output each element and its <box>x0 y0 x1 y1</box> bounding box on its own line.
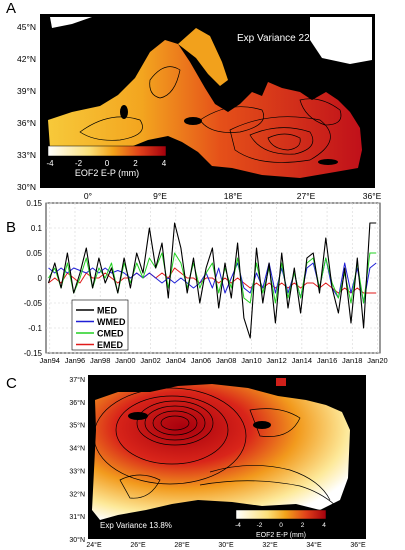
colorbar-c-tick-label: 0 <box>279 522 283 529</box>
colorbar-a <box>47 145 167 157</box>
map-c-y-tick-label: 32°N <box>69 490 85 498</box>
panel-letter-b: B <box>6 219 16 236</box>
panel-b: B 0.15 0.1 0.05 0 -0.05 -0.1 -0.15 Jan94 Jan96 J… <box>6 199 388 365</box>
x-tick-label: Jan02 <box>140 356 160 365</box>
map-c-y-tick-label: 33°N <box>69 467 85 475</box>
map-c-x-tick-label: 24°E <box>86 541 102 549</box>
map-c-y-tick-label: 34°N <box>69 445 85 453</box>
y-tick-label: 0 <box>38 274 43 283</box>
colorbar-a-label: EOF2 E-P (mm) <box>75 168 139 178</box>
x-tick-label: Jan12 <box>266 356 286 365</box>
map-a-x-tick-label: 18°E <box>224 191 243 201</box>
x-tick-label: Jan06 <box>191 356 211 365</box>
y-tick-label: -0.15 <box>24 349 43 358</box>
panel-a: A Exp Variance 22% -4 -2 0 2 4 EOF2 E-P (mm)… <box>6 0 382 201</box>
map-a-y-tick-label: 36°N <box>17 118 36 128</box>
colorbar-c-tick-label: 2 <box>301 522 305 529</box>
map-a-sea <box>48 40 362 178</box>
y-tick-label: -0.05 <box>24 299 43 308</box>
x-tick-label: Jan98 <box>90 356 110 365</box>
colorbar-a-tick-label: 0 <box>105 159 110 168</box>
map-a-island <box>318 159 338 165</box>
map-a-y-tick-label: 30°N <box>17 182 36 192</box>
map-c-annotation: Exp Variance 13.8% <box>100 521 172 530</box>
map-a-contours <box>79 66 342 163</box>
panel-letter-a: A <box>6 0 16 17</box>
map-c-y-tick-label: 36°N <box>69 399 85 407</box>
map-a-x-tick-label: 27°E <box>297 191 316 201</box>
map-c-x-tick-label: 28°E <box>174 541 190 549</box>
colorbar-a-tick-label: -2 <box>75 159 83 168</box>
legend-label-cmed: CMED <box>97 329 124 339</box>
y-tick-label: 0.1 <box>31 224 43 233</box>
map-c-y-tick-label: 31°N <box>69 513 85 521</box>
colorbar-c <box>235 509 327 520</box>
map-c-x-tick-label: 36°E <box>350 541 366 549</box>
map-c-y-tick-label: 37°N <box>69 376 85 384</box>
x-tick-label: Jan20 <box>367 356 387 365</box>
panel-letter-c: C <box>6 375 17 392</box>
legend-label-emed: EMED <box>97 340 124 350</box>
colorbar-c-tick-label: -4 <box>235 522 241 529</box>
map-a-adriatic <box>178 28 228 86</box>
map-c-island-cyprus <box>253 421 271 429</box>
map-a-x-tick-label: 36°E <box>363 191 382 201</box>
map-a-y-tick-label: 39°N <box>17 86 36 96</box>
colorbar-c-label: EOF2 E-P (mm) <box>256 532 306 539</box>
map-a-x-tick-label: 9°E <box>153 191 167 201</box>
colorbar-a-tick-label: -4 <box>46 159 54 168</box>
colorbar-a-tick-label: 2 <box>133 159 138 168</box>
map-c-contours <box>93 387 336 506</box>
legend-label-med: MED <box>97 306 118 316</box>
map-a-unmasked <box>310 17 372 64</box>
map-a-island <box>120 105 128 119</box>
x-tick-label: Jan14 <box>292 356 312 365</box>
map-a-y-tick-label: 42°N <box>17 54 36 64</box>
map-a-island <box>184 117 202 125</box>
legend-box <box>71 299 129 351</box>
x-tick-label: Jan16 <box>317 356 337 365</box>
map-c-y-tick-label: 30°N <box>69 536 85 544</box>
map-c-x-tick-label: 34°E <box>306 541 322 549</box>
y-tick-label: 0.15 <box>26 199 42 208</box>
map-a-y-tick-label: 45°N <box>17 22 36 32</box>
map-a-annotation: Exp Variance 22% <box>237 33 319 44</box>
map-c-sea <box>92 384 350 520</box>
map-a-x-tick-label: 0° <box>84 191 92 201</box>
map-c-x-tick-label: 30°E <box>218 541 234 549</box>
x-tick-label: Jan04 <box>166 356 186 365</box>
y-tick-label: 0.05 <box>26 249 42 258</box>
colorbar-a-tick-label: 4 <box>162 159 167 168</box>
x-tick-label: Jan96 <box>65 356 85 365</box>
map-a-y-tick-label: 33°N <box>17 150 36 160</box>
map-a-unmasked <box>50 17 92 28</box>
map-c-y-tick-label: 35°N <box>69 422 85 430</box>
colorbar-c-tick-label: -2 <box>257 522 263 529</box>
x-tick-label: Jan08 <box>216 356 236 365</box>
x-tick-label: Jan10 <box>241 356 261 365</box>
panel-c: C Exp Variance 13.8% -4 -2 0 2 4 EOF2 E-P (m… <box>6 375 366 549</box>
x-tick-label: Jan18 <box>342 356 362 365</box>
colorbar-c-tick-label: 4 <box>322 522 326 529</box>
series-line-med <box>47 222 377 339</box>
x-tick-label: Jan94 <box>40 356 60 365</box>
x-tick-label: Jan00 <box>115 356 135 365</box>
legend-label-wmed: WMED <box>97 317 126 327</box>
map-c-marker <box>276 378 286 386</box>
map-c-x-tick-label: 26°E <box>130 541 146 549</box>
map-c-island-crete <box>128 412 148 420</box>
map-c-x-tick-label: 32°E <box>262 541 278 549</box>
y-tick-label: -0.1 <box>28 324 42 333</box>
